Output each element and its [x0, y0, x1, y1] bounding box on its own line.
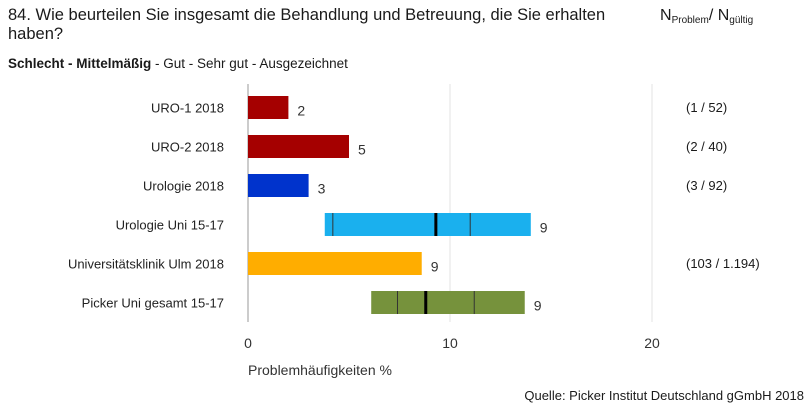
n-value: (3 / 92): [686, 178, 728, 193]
bar: [248, 96, 289, 119]
n-separator: / N: [708, 7, 730, 24]
n-valid-sub: gültig: [729, 15, 754, 26]
n-problem-sub: Problem: [671, 15, 709, 26]
n-value: (103 / 1.194): [686, 256, 760, 271]
range-bar: [371, 291, 525, 314]
n-value: (1 / 52): [686, 100, 728, 115]
category-label: Picker Uni gesamt 15-17: [82, 296, 224, 311]
x-tick-label: 10: [442, 335, 458, 351]
value-label: 2: [297, 103, 305, 119]
question-title: 84. Wie beurteilen Sie insgesamt die Beh…: [8, 6, 606, 43]
bar: [248, 135, 349, 158]
scale-other-categories: - Gut - Sehr gut - Ausgezeichnet: [151, 56, 348, 71]
n-value: (2 / 40): [686, 139, 728, 154]
category-label: Universitätsklinik Ulm 2018: [68, 257, 224, 272]
category-label: Urologie Uni 15-17: [116, 218, 224, 233]
x-tick-label: 20: [644, 335, 660, 351]
x-tick-label: 0: [244, 335, 252, 351]
source-note: Quelle: Picker Institut Deutschland gGmb…: [524, 388, 804, 403]
value-label: 9: [431, 259, 439, 275]
bar: [248, 252, 422, 275]
value-label: 9: [534, 298, 542, 314]
category-label: Urologie 2018: [143, 179, 224, 194]
scale-legend: Schlecht - Mittelmäßig - Gut - Sehr gut …: [8, 56, 348, 71]
n-problem-label: N: [660, 7, 672, 24]
value-label: 3: [318, 181, 326, 197]
bar: [248, 174, 309, 197]
n-column-header: NProblem/ Ngültig: [660, 7, 753, 26]
x-axis-label: Problemhäufigkeiten %: [248, 362, 392, 378]
category-label: URO-2 2018: [151, 140, 224, 155]
scale-problem-categories: Schlecht - Mittelmäßig: [8, 56, 152, 71]
category-label: URO-1 2018: [151, 101, 224, 116]
value-label: 9: [540, 220, 548, 236]
n-values-column: (1 / 52) (2 / 40) (3 / 92) (103 / 1.194): [686, 96, 806, 326]
range-bar: [324, 213, 531, 236]
value-label: 5: [358, 142, 366, 158]
